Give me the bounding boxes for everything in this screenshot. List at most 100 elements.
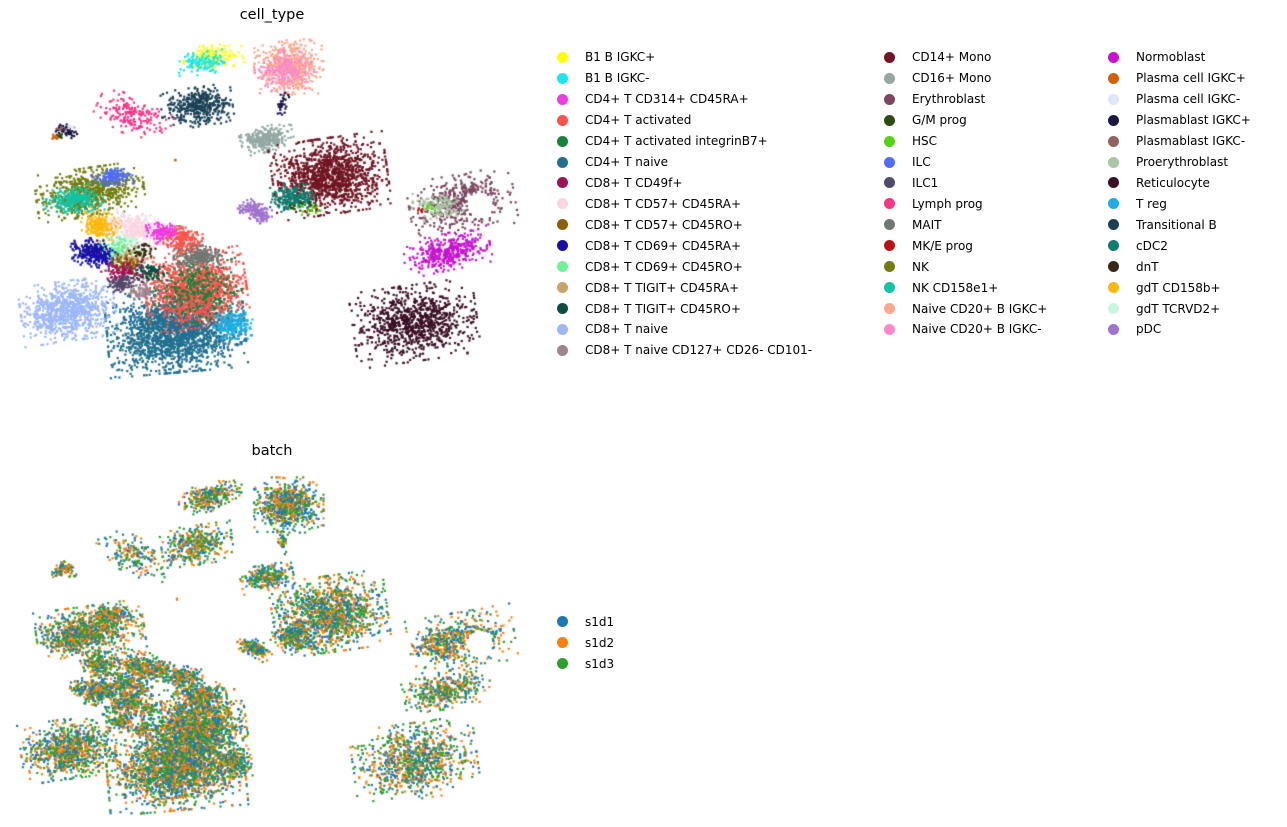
legend-swatch-icon — [557, 219, 568, 231]
legend-label: Naive CD20+ B IGKC+ — [912, 301, 1048, 316]
legend-label: gdT TCRVD2+ — [1136, 301, 1221, 316]
legend-item: s1d2 — [552, 632, 614, 653]
legend-label: NK CD158e1+ — [912, 280, 999, 295]
legend-label: CD4+ T naive — [585, 155, 669, 170]
legend-swatch-icon — [884, 156, 895, 168]
legend-label: NK — [912, 259, 929, 274]
legend-swatch-icon — [1108, 198, 1119, 210]
legend-item: s1d3 — [552, 653, 614, 674]
legend-swatch-icon — [557, 658, 568, 669]
legend-item: Naive CD20+ B IGKC+ — [879, 298, 1047, 319]
legend-label: ILC1 — [912, 175, 939, 190]
legend-swatch-icon — [1108, 93, 1119, 105]
legend-label: Lymph prog — [912, 196, 983, 211]
legend-swatch-icon — [884, 177, 895, 189]
legend-swatch-icon — [884, 240, 895, 252]
legend-label: CD16+ Mono — [912, 71, 992, 86]
legend-item: B1 B IGKC- — [552, 68, 812, 89]
legend-label: CD4+ T activated integrinB7+ — [585, 134, 768, 149]
legend-label: CD4+ T activated — [585, 113, 692, 128]
legend-item: Plasmablast IGKC- — [1103, 131, 1251, 152]
legend-swatch-icon — [1108, 156, 1119, 168]
legend-swatch-icon — [1108, 177, 1119, 189]
legend-item: CD8+ T naive — [552, 319, 812, 340]
cell-type-legend-column-2: CD14+ Mono CD16+ Mono Erythroblast G/M prog… — [879, 47, 1047, 340]
legend-label: CD8+ T CD49f+ — [585, 175, 683, 190]
legend-swatch-icon — [1108, 261, 1119, 273]
legend-item: CD8+ T TIGIT+ CD45RA+ — [552, 277, 812, 298]
legend-item: NK CD158e1+ — [879, 277, 1047, 298]
legend-swatch-icon — [884, 303, 895, 315]
legend-item: Naive CD20+ B IGKC- — [879, 319, 1047, 340]
legend-swatch-icon — [557, 240, 568, 252]
legend-label: dnT — [1136, 259, 1159, 274]
legend-item: CD8+ T naive CD127+ CD26- CD101- — [552, 340, 812, 361]
legend-swatch-icon — [1108, 323, 1119, 335]
legend-label: CD8+ T naive CD127+ CD26- CD101- — [585, 343, 813, 358]
legend-item: MK/E prog — [879, 235, 1047, 256]
legend-label: T reg — [1136, 196, 1167, 211]
legend-label: B1 B IGKC+ — [585, 50, 656, 65]
legend-swatch-icon — [557, 114, 568, 126]
legend-label: CD8+ T CD69+ CD45RA+ — [585, 238, 742, 253]
legend-item: CD4+ T activated integrinB7+ — [552, 131, 812, 152]
legend-label: CD8+ T TIGIT+ CD45RO+ — [585, 301, 741, 316]
legend-item: CD4+ T naive — [552, 152, 812, 173]
legend-item: pDC — [1103, 319, 1251, 340]
legend-item: CD16+ Mono — [879, 68, 1047, 89]
legend-item: B1 B IGKC+ — [552, 47, 812, 68]
legend-swatch-icon — [557, 261, 568, 273]
legend-label: CD4+ T CD314+ CD45RA+ — [585, 92, 749, 107]
legend-item: Plasma cell IGKC+ — [1103, 68, 1251, 89]
legend-item: ILC — [879, 152, 1047, 173]
legend-item: CD8+ T CD57+ CD45RO+ — [552, 214, 812, 235]
legend-swatch-icon — [884, 219, 895, 231]
legend-swatch-icon — [557, 637, 568, 648]
legend-swatch-icon — [1108, 51, 1119, 63]
legend-swatch-icon — [1108, 240, 1119, 252]
cell-type-legend-column-3: Normoblast Plasma cell IGKC+ Plasma cell I… — [1103, 47, 1251, 340]
legend-swatch-icon — [557, 72, 568, 84]
legend-item: gdT TCRVD2+ — [1103, 298, 1251, 319]
legend-label: CD14+ Mono — [912, 50, 992, 65]
legend-item: Plasmablast IGKC+ — [1103, 110, 1251, 131]
legend-swatch-icon — [557, 303, 568, 315]
legend-label: Plasmablast IGKC+ — [1136, 113, 1251, 128]
legend-swatch-icon — [557, 344, 568, 356]
legend-swatch-icon — [884, 261, 895, 273]
legend-label: CD8+ T naive — [585, 322, 669, 337]
legend-label: pDC — [1136, 322, 1162, 337]
legend-item: MAIT — [879, 214, 1047, 235]
legend-item: gdT CD158b+ — [1103, 277, 1251, 298]
legend-swatch-icon — [557, 177, 568, 189]
legend-label: Reticulocyte — [1136, 175, 1210, 190]
legend-swatch-icon — [557, 51, 568, 63]
legend-label: Plasma cell IGKC- — [1136, 92, 1241, 107]
plot-title-batch: batch — [251, 443, 293, 459]
legend-swatch-icon — [884, 114, 895, 126]
legend-label: gdT CD158b+ — [1136, 280, 1221, 295]
legend-swatch-icon — [884, 198, 895, 210]
legend-label: Proerythroblast — [1136, 155, 1229, 170]
legend-swatch-icon — [557, 135, 568, 147]
legend-label: CD8+ T TIGIT+ CD45RA+ — [585, 280, 740, 295]
legend-item: NK — [879, 256, 1047, 277]
legend-item: CD8+ T CD57+ CD45RA+ — [552, 193, 812, 214]
legend-label: CD8+ T CD69+ CD45RO+ — [585, 259, 743, 274]
legend-label: Transitional B — [1136, 217, 1217, 232]
legend-label: Naive CD20+ B IGKC- — [912, 322, 1042, 337]
legend-swatch-icon — [1108, 114, 1119, 126]
legend-item: CD14+ Mono — [879, 47, 1047, 68]
legend-item: cDC2 — [1103, 235, 1251, 256]
legend-swatch-icon — [884, 323, 895, 335]
legend-swatch-icon — [557, 282, 568, 294]
legend-label: Erythroblast — [912, 92, 986, 107]
legend-label: cDC2 — [1136, 238, 1168, 253]
legend-item: CD8+ T CD49f+ — [552, 173, 812, 194]
legend-swatch-icon — [884, 282, 895, 294]
legend-swatch-icon — [1108, 135, 1119, 147]
legend-label: B1 B IGKC- — [585, 71, 650, 86]
legend-label: Plasma cell IGKC+ — [1136, 71, 1246, 86]
